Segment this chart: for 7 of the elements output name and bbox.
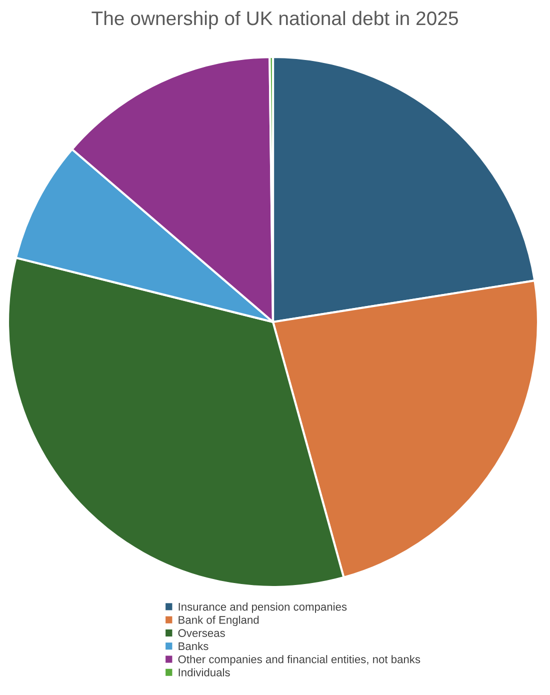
legend-label: Banks: [178, 642, 208, 650]
legend-label: Other companies and financial entities, not banks: [178, 655, 420, 666]
legend-label: Overseas: [178, 629, 225, 637]
legend-label: Insurance and pension companies: [178, 602, 347, 613]
chart-title: The ownership of UK national debt in 2025: [92, 10, 458, 30]
legend-label: Individuals: [178, 668, 230, 676]
legend-label: Bank of England: [178, 616, 259, 626]
